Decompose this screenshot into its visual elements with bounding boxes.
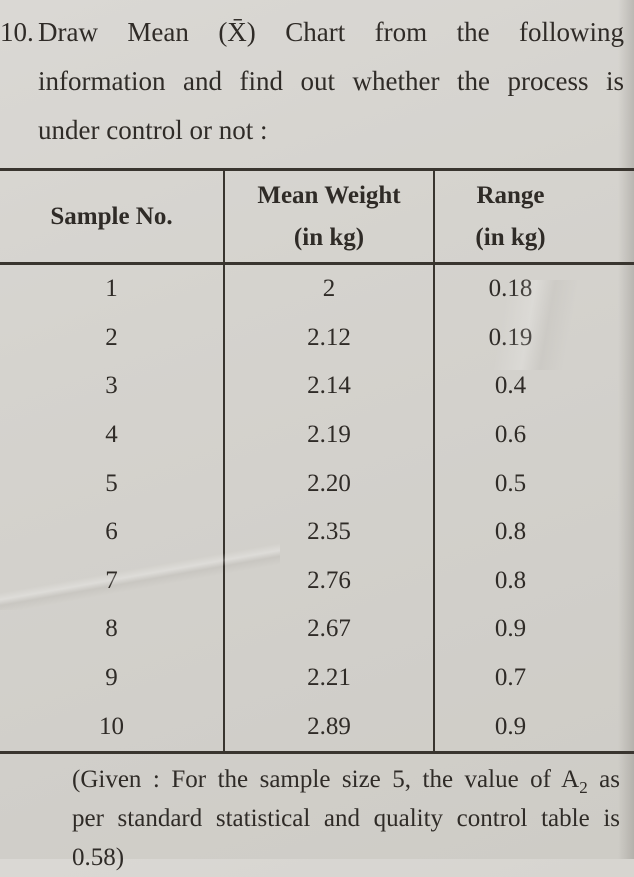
cell-sample-no: 10 <box>0 702 225 751</box>
footnote-line-1-pre: (Given : For the sample size 5, the valu… <box>72 765 580 793</box>
footnote-line-2: per standard statistical and quality con… <box>72 804 620 832</box>
cell-sample-no: 3 <box>0 362 225 411</box>
footnote-line-1-post: as <box>587 765 621 793</box>
footnote-line-3: 0.58) <box>72 843 125 871</box>
cell-mean-weight: 2.89 <box>225 702 435 751</box>
header-sample-no-label: Sample No. <box>50 202 173 230</box>
question-number: 10. <box>0 17 34 47</box>
cell-mean-weight: 2.21 <box>225 653 435 703</box>
question-text: 10. Draw Mean (X̄) Chart from the follow… <box>0 0 634 155</box>
cell-range: 0.5 <box>494 469 527 497</box>
footnote: (Given : For the sample size 5, the valu… <box>0 760 634 877</box>
cell-range: 0.4 <box>494 372 527 400</box>
cell-range: 0.8 <box>494 518 527 546</box>
header-range-label: Range <box>476 181 545 209</box>
cell-mean-weight: 2.35 <box>225 507 435 557</box>
cell-sample-no: 2 <box>0 313 225 363</box>
footnote-line-1: (Given : For the sample size 5, the valu… <box>72 760 620 799</box>
cell-mean-weight: 2 <box>225 265 435 314</box>
cell-range: 0.7 <box>494 664 527 692</box>
cell-range: 0.6 <box>494 421 527 449</box>
cell-sample-no: 4 <box>0 410 225 460</box>
header-mean-weight-unit: (in kg) <box>293 223 365 251</box>
header-range-unit: (in kg) <box>475 223 546 251</box>
cell-sample-no: 7 <box>0 556 225 606</box>
header-sample-no: Sample No. <box>0 171 225 265</box>
header-mean-weight: Mean Weight (in kg) <box>225 171 435 265</box>
cell-sample-no: 9 <box>0 653 225 703</box>
question-line-1-text: Draw Mean (X̄) Chart from the following <box>38 17 624 47</box>
cell-sample-no: 6 <box>0 507 225 557</box>
cell-range: 0.9 <box>494 615 527 643</box>
cell-sample-no: 5 <box>0 459 225 508</box>
question-line-2: information and find out whether the pro… <box>38 66 624 96</box>
cell-mean-weight: 2.12 <box>225 313 435 363</box>
cell-range: 0.8 <box>494 566 527 594</box>
cell-range: 0.18 <box>488 275 533 303</box>
cell-mean-weight: 2.14 <box>225 362 435 411</box>
cell-mean-weight: 2.76 <box>225 556 435 606</box>
question-line-1: 10. Draw Mean (X̄) Chart from the follow… <box>0 8 630 57</box>
data-table: Sample No. Mean Weight (in kg) Range (in… <box>0 168 634 754</box>
footnote-a2-subscript: 2 <box>579 777 588 797</box>
cell-sample-no: 8 <box>0 605 225 654</box>
cell-mean-weight: 2.20 <box>225 459 435 508</box>
header-mean-weight-label: Mean Weight <box>257 181 401 209</box>
cell-range: 0.19 <box>488 323 533 351</box>
cell-range: 0.9 <box>494 712 527 740</box>
cell-mean-weight: 2.67 <box>225 605 435 654</box>
cell-sample-no: 1 <box>0 265 225 314</box>
header-range: Range (in kg) <box>435 171 634 265</box>
question-line-3: under control or not : <box>38 115 268 145</box>
cell-mean-weight: 2.19 <box>225 410 435 460</box>
